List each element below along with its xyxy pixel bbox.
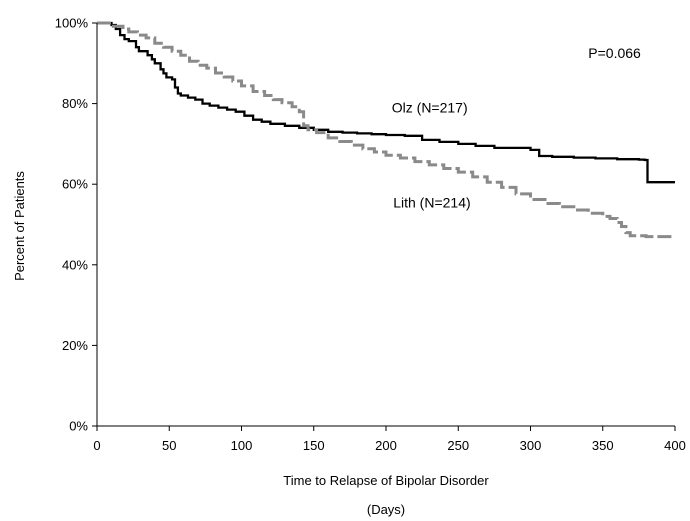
y-tick-label: 80%	[62, 96, 88, 111]
series-line-olz	[97, 21, 675, 184]
annotation-label: P=0.066	[588, 45, 641, 61]
x-tick-label: 150	[303, 438, 325, 453]
plot-area: 0% 20% 40% 60% 80% 100% 0 50 100 150 200 250 300 350 4…	[55, 16, 686, 454]
y-tick-label: 100%	[55, 16, 89, 31]
x-tick-label: 400	[664, 438, 686, 453]
x-tick-label: 300	[520, 438, 542, 453]
annotation-label: Lith (N=214)	[393, 194, 470, 210]
series-line-lith	[97, 21, 675, 239]
x-axis-title: Time to Relapse of Bipolar Disorder	[283, 473, 489, 488]
x-axis-unit: (Days)	[367, 502, 405, 517]
y-tick-label: 0%	[69, 419, 88, 434]
annotation-label: Olz (N=217)	[392, 100, 468, 116]
x-tick-label: 350	[592, 438, 614, 453]
x-tick-label: 0	[93, 438, 100, 453]
y-tick-label: 40%	[62, 257, 88, 272]
y-axis-title: Percent of Patients	[12, 171, 27, 281]
x-tick-label: 200	[375, 438, 397, 453]
x-tick-label: 250	[447, 438, 469, 453]
x-tick-label: 100	[231, 438, 253, 453]
y-tick-label: 60%	[62, 177, 88, 192]
y-tick-label: 20%	[62, 338, 88, 353]
x-tick-label: 50	[162, 438, 176, 453]
